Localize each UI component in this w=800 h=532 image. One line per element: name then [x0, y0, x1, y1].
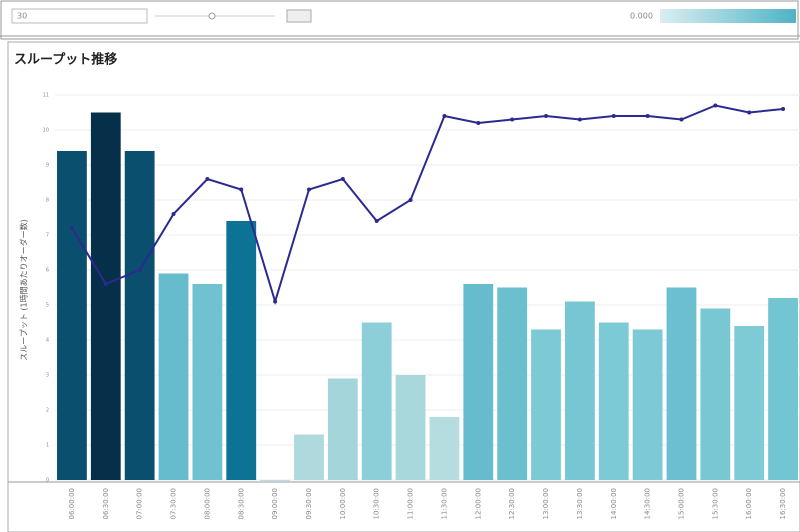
x-tick-label: 06:00:00: [68, 488, 76, 519]
color-legend-label: 0.000: [630, 12, 653, 21]
line-point: [273, 299, 278, 304]
y-axis-label: スループット (1時間あたりオーダー数): [19, 219, 29, 360]
y-tick-label: 2: [46, 408, 49, 414]
x-tick-label: 08:30:00: [237, 488, 245, 519]
y-tick-label: 0: [46, 478, 49, 484]
line-point: [544, 114, 549, 118]
y-tick-label: 7: [46, 233, 49, 239]
bar: [598, 322, 629, 480]
line-point: [103, 282, 108, 286]
x-tick-label: 09:00:00: [271, 488, 279, 519]
x-tick-label: 16:00:00: [745, 488, 753, 519]
y-tick-label: 1: [46, 443, 49, 449]
line-point: [306, 187, 311, 192]
line-point: [408, 198, 413, 202]
color-legend: [660, 9, 796, 23]
bar: [226, 221, 257, 480]
filter-input[interactable]: [11, 8, 148, 24]
bar: [700, 308, 731, 480]
y-tick-label: 10: [43, 128, 49, 134]
bar: [294, 434, 324, 480]
bar: [327, 378, 358, 480]
y-tick-label: 4: [46, 338, 49, 344]
line-point: [747, 110, 752, 115]
chart-title: スループット推移: [14, 52, 117, 68]
line-point: [442, 114, 447, 118]
x-tick-label: 13:00:00: [542, 488, 550, 519]
x-tick-label: 08:00:00: [203, 488, 211, 519]
x-tick-label: 06:30:00: [102, 488, 110, 519]
bar: [632, 329, 663, 480]
line-point: [476, 121, 481, 125]
step-buttons[interactable]: [286, 9, 312, 23]
line-point: [611, 114, 616, 118]
bar: [158, 273, 189, 480]
bar: [192, 284, 223, 480]
y-tick-label: 6: [46, 268, 49, 274]
y-tick-label: 5: [46, 303, 49, 309]
line-point: [374, 219, 379, 223]
x-tick-label: 12:00:00: [474, 488, 482, 519]
x-tick-label: 11:00:00: [407, 488, 415, 519]
x-tick-label: 15:00:00: [677, 488, 685, 519]
line-point: [205, 177, 210, 181]
bar: [768, 298, 798, 480]
y-tick-label: 8: [46, 198, 49, 204]
line-point: [137, 268, 142, 272]
filter-value: 30: [17, 12, 27, 21]
line-point: [340, 177, 345, 181]
x-tick-label: 16:30:00: [779, 488, 787, 519]
bar: [124, 151, 155, 480]
bar: [429, 417, 460, 480]
bar: [361, 322, 392, 480]
bar: [497, 287, 528, 480]
x-tick-label: 14:00:00: [610, 488, 618, 519]
x-tick-label: 09:30:00: [305, 488, 313, 519]
x-tick-label: 10:00:00: [339, 488, 347, 519]
x-tick-label: 11:30:00: [440, 488, 448, 519]
line-point: [577, 117, 582, 122]
line-point: [713, 103, 718, 108]
bar: [395, 375, 426, 480]
line-point: [239, 187, 244, 192]
y-tick-label: 11: [43, 93, 49, 99]
bar: [57, 151, 87, 480]
line-point: [171, 212, 176, 216]
bar: [260, 480, 291, 481]
line-point: [69, 226, 74, 230]
x-tick-label: 07:30:00: [170, 488, 178, 519]
bar: [90, 112, 121, 480]
x-tick-label: 12:30:00: [508, 488, 516, 519]
line: [71, 104, 784, 305]
x-tick-label: 13:30:00: [576, 488, 584, 519]
y-tick-label: 9: [46, 163, 49, 169]
line-point: [679, 117, 684, 122]
x-tick-label: 14:30:00: [644, 488, 652, 519]
y-tick-label: 3: [46, 373, 49, 379]
bar: [666, 287, 697, 480]
slider-handle[interactable]: [208, 12, 216, 20]
line-point: [510, 117, 515, 122]
bar: [531, 329, 561, 480]
x-tick-label: 10:30:00: [373, 488, 381, 519]
line-point: [781, 107, 786, 111]
x-tick-label: 15:30:00: [711, 488, 719, 519]
line-point: [645, 114, 650, 118]
bar: [734, 326, 765, 480]
x-tick-label: 07:00:00: [136, 488, 144, 519]
bar: [463, 284, 494, 480]
bar: [564, 301, 595, 480]
